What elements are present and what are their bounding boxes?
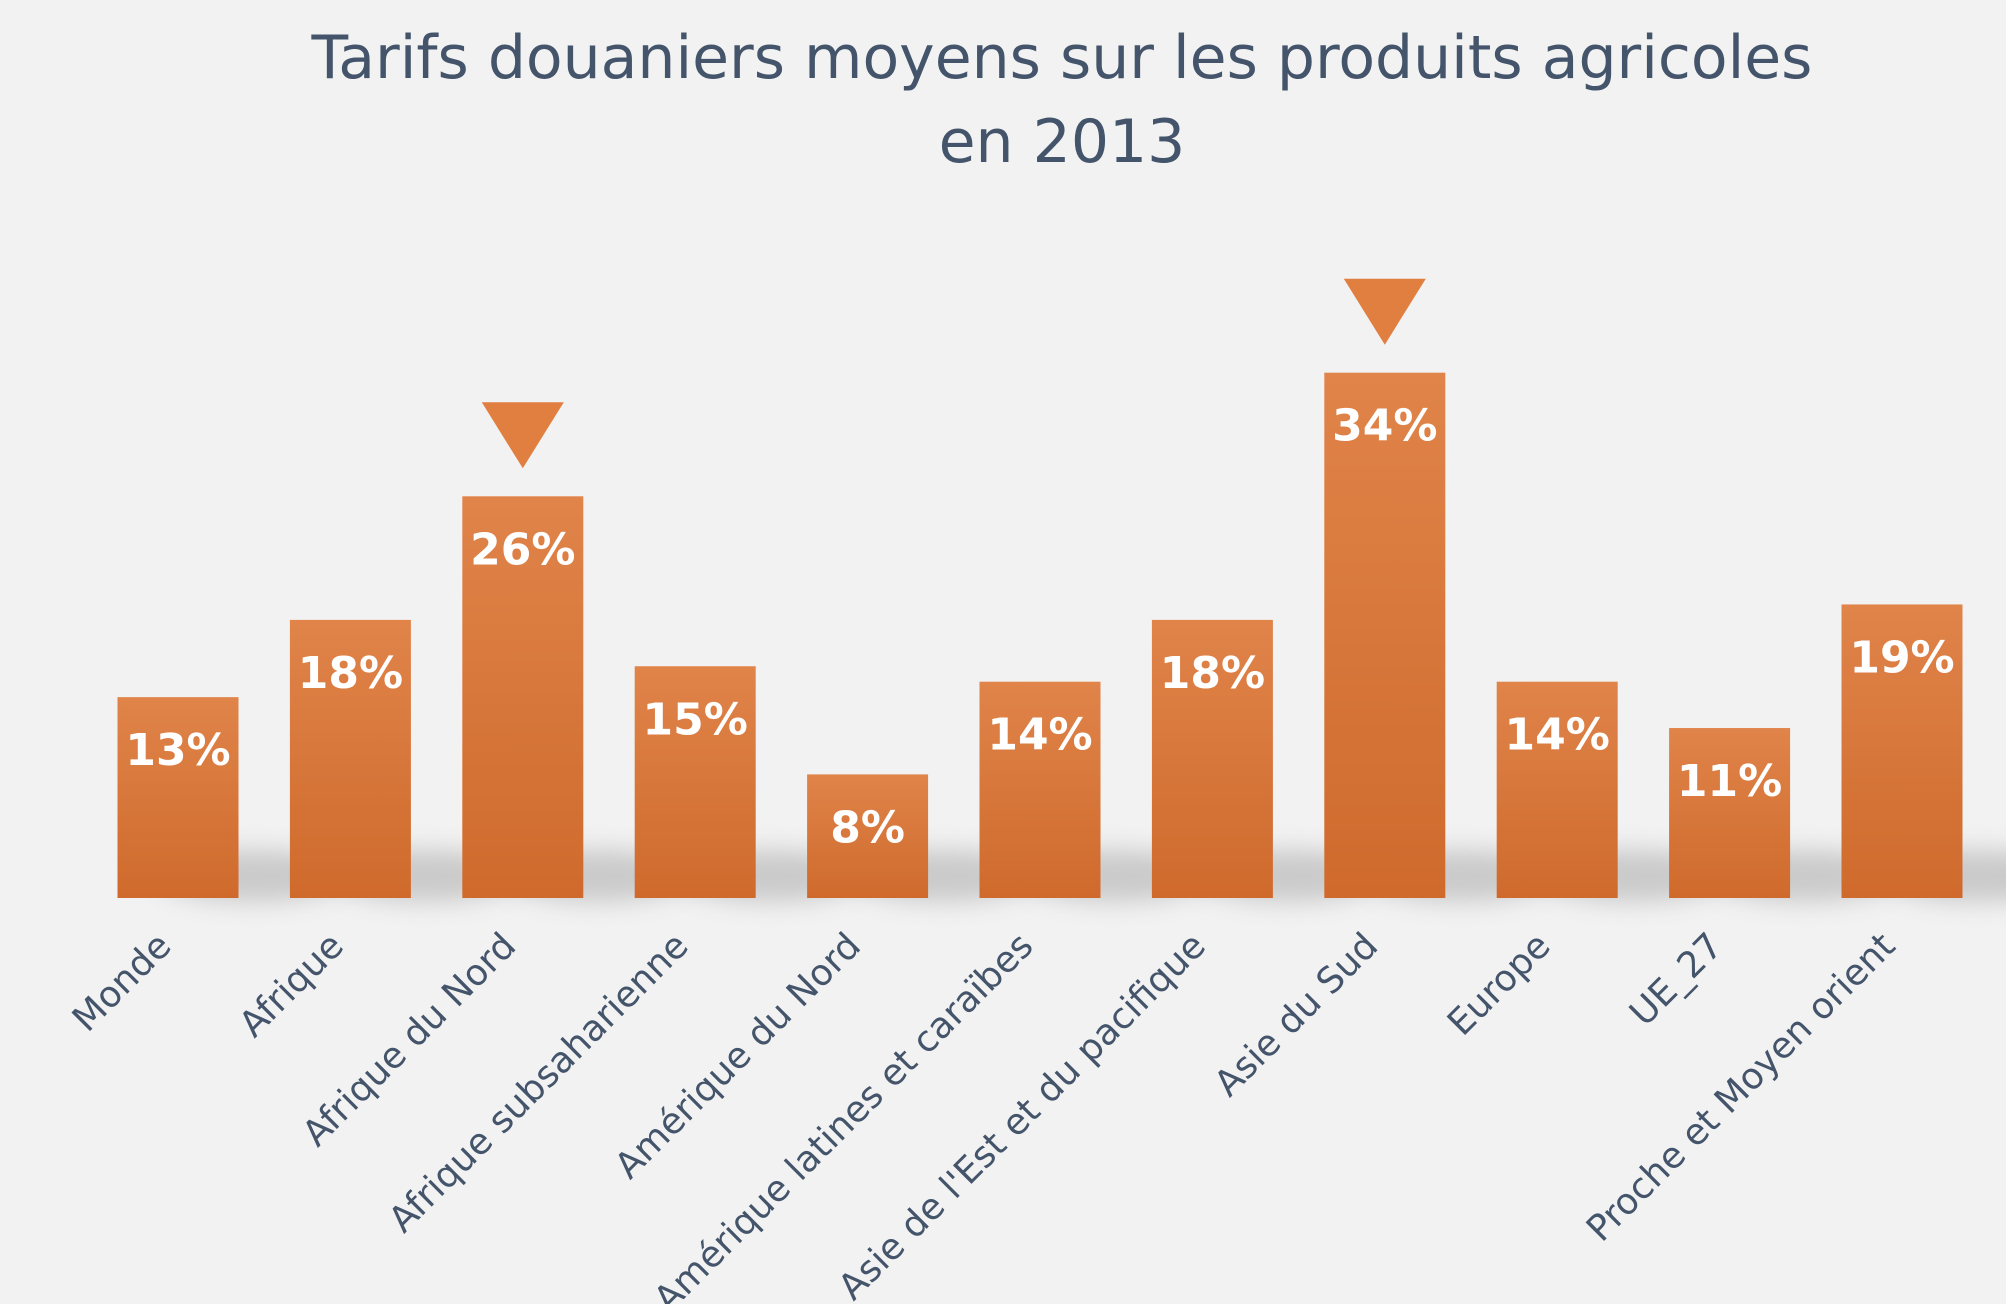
value-labels: 13% 18% 26% 15% 8% 14% 18% 34% 14% 11% 19% — [125, 401, 1954, 854]
value-label-asie-de-l-est-et-du-pacifique: 18% — [1160, 648, 1265, 699]
bar-amerique-du-nord — [807, 774, 929, 898]
category-label-afrique-subsaharienne: Afrique subsaharienne — [381, 925, 696, 1240]
category-label-asie-de-l-est-et-du-pacifique: Asie de l'Est et du pacifique — [831, 925, 1214, 1304]
bar-proche-et-moyen-orient — [1841, 604, 1963, 898]
value-label-proche-et-moyen-orient: 19% — [1849, 632, 1954, 683]
highlight-marker-asie-du-sud — [1343, 278, 1426, 345]
category-label-europe: Europe — [1440, 925, 1559, 1044]
bar-amerique-latines-et-caraibes — [979, 681, 1101, 898]
value-label-europe: 14% — [1505, 710, 1610, 761]
chart-title-line-2: en 2013 — [939, 107, 1186, 177]
bar-monde — [117, 697, 239, 898]
category-label-ue-27: UE_27 — [1622, 925, 1731, 1034]
bar-asie-de-l-est-et-du-pacifique — [1151, 619, 1273, 898]
bar-afrique-du-nord — [462, 496, 584, 898]
value-label-monde: 13% — [125, 725, 230, 776]
value-label-amerique-du-nord: 8% — [830, 802, 905, 853]
bar-ue-27 — [1669, 728, 1791, 898]
highlight-marker-afrique-du-nord — [481, 402, 564, 469]
value-label-amerique-latines-et-caraibes: 14% — [987, 710, 1092, 761]
bar-asie-du-sud — [1324, 372, 1446, 898]
bar-europe — [1496, 681, 1618, 898]
category-label-afrique: Afrique — [232, 925, 352, 1045]
value-label-afrique: 18% — [298, 648, 403, 699]
chart-title-line-1: Tarifs douaniers moyens sur les produits… — [311, 23, 1813, 93]
category-label-proche-et-moyen-orient: Proche et Moyen orient — [1579, 925, 1903, 1249]
value-label-afrique-subsaharienne: 15% — [643, 694, 748, 745]
value-label-ue-27: 11% — [1677, 756, 1782, 807]
value-label-asie-du-sud: 34% — [1332, 401, 1437, 452]
category-label-asie-du-sud: Asie du Sud — [1207, 925, 1386, 1104]
category-label-monde: Monde — [65, 925, 179, 1039]
bar-afrique — [289, 619, 411, 898]
value-label-afrique-du-nord: 26% — [470, 524, 575, 575]
highlight-markers — [481, 278, 1426, 469]
bars — [117, 372, 1963, 898]
bar-afrique-subsaharienne — [634, 666, 756, 898]
